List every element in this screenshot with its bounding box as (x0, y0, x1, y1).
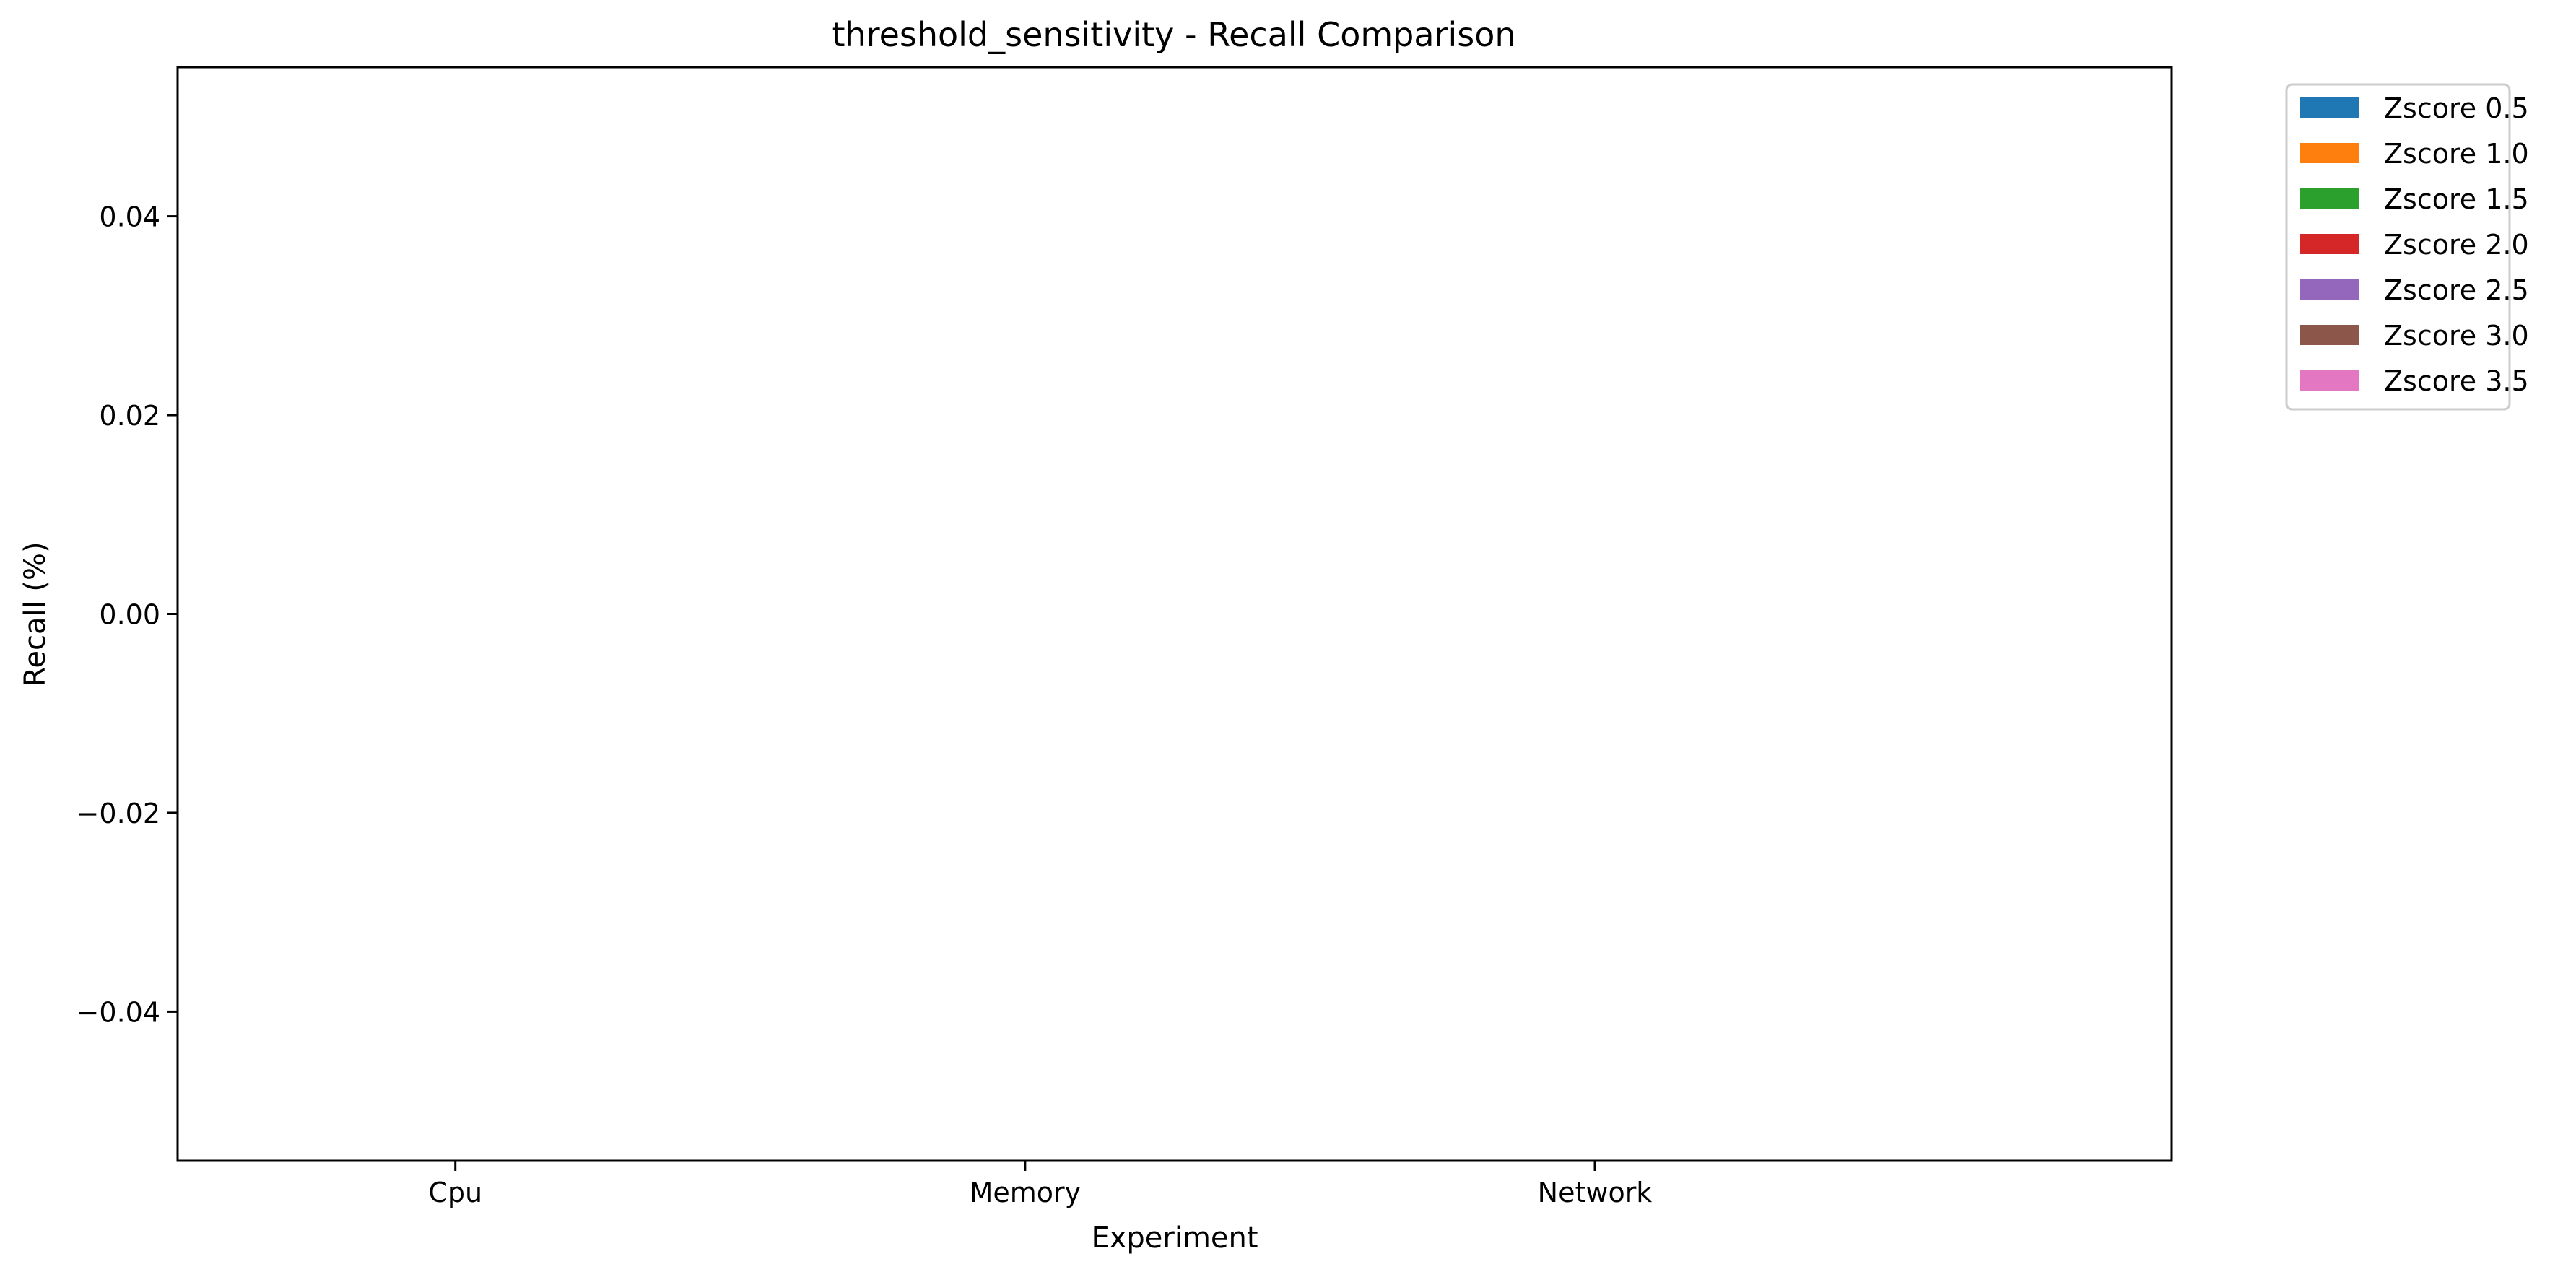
chart-title: threshold_sensitivity - Recall Compariso… (832, 15, 1516, 54)
y-tick-label: 0.00 (99, 599, 160, 631)
legend-swatch (2300, 234, 2359, 254)
x-axis-label: Experiment (1091, 1221, 1258, 1255)
x-tick-label: Memory (970, 1177, 1082, 1208)
legend-label: Zscore 0.5 (2384, 92, 2529, 124)
y-tick-label: 0.02 (99, 400, 160, 432)
legend-label: Zscore 3.5 (2384, 365, 2529, 397)
legend-swatch (2300, 325, 2359, 345)
x-tick-label: Network (1538, 1177, 1653, 1208)
y-axis: −0.04 −0.02 0.00 0.02 0.04 (77, 201, 178, 1028)
x-tick-label: Cpu (428, 1177, 482, 1208)
y-axis-label: Recall (%) (19, 541, 52, 687)
legend: Zscore 0.5 Zscore 1.0 Zscore 1.5 Zscore 2.0… (2285, 83, 2529, 411)
y-tick-label: −0.04 (77, 996, 160, 1028)
legend-swatch (2300, 188, 2359, 209)
legend-label: Zscore 2.5 (2384, 274, 2529, 306)
x-axis: Cpu Memory Network (428, 1161, 1652, 1208)
legend-swatch (2300, 279, 2359, 300)
legend-swatch (2300, 97, 2359, 118)
legend-label: Zscore 1.0 (2384, 138, 2529, 170)
legend-label: Zscore 1.5 (2384, 183, 2529, 215)
legend-swatch (2300, 143, 2359, 163)
legend-swatch (2300, 370, 2359, 391)
y-tick-label: 0.04 (99, 201, 160, 233)
legend-label: Zscore 3.0 (2384, 320, 2529, 352)
legend-label: Zscore 2.0 (2384, 229, 2529, 261)
y-tick-label: −0.02 (77, 798, 160, 829)
